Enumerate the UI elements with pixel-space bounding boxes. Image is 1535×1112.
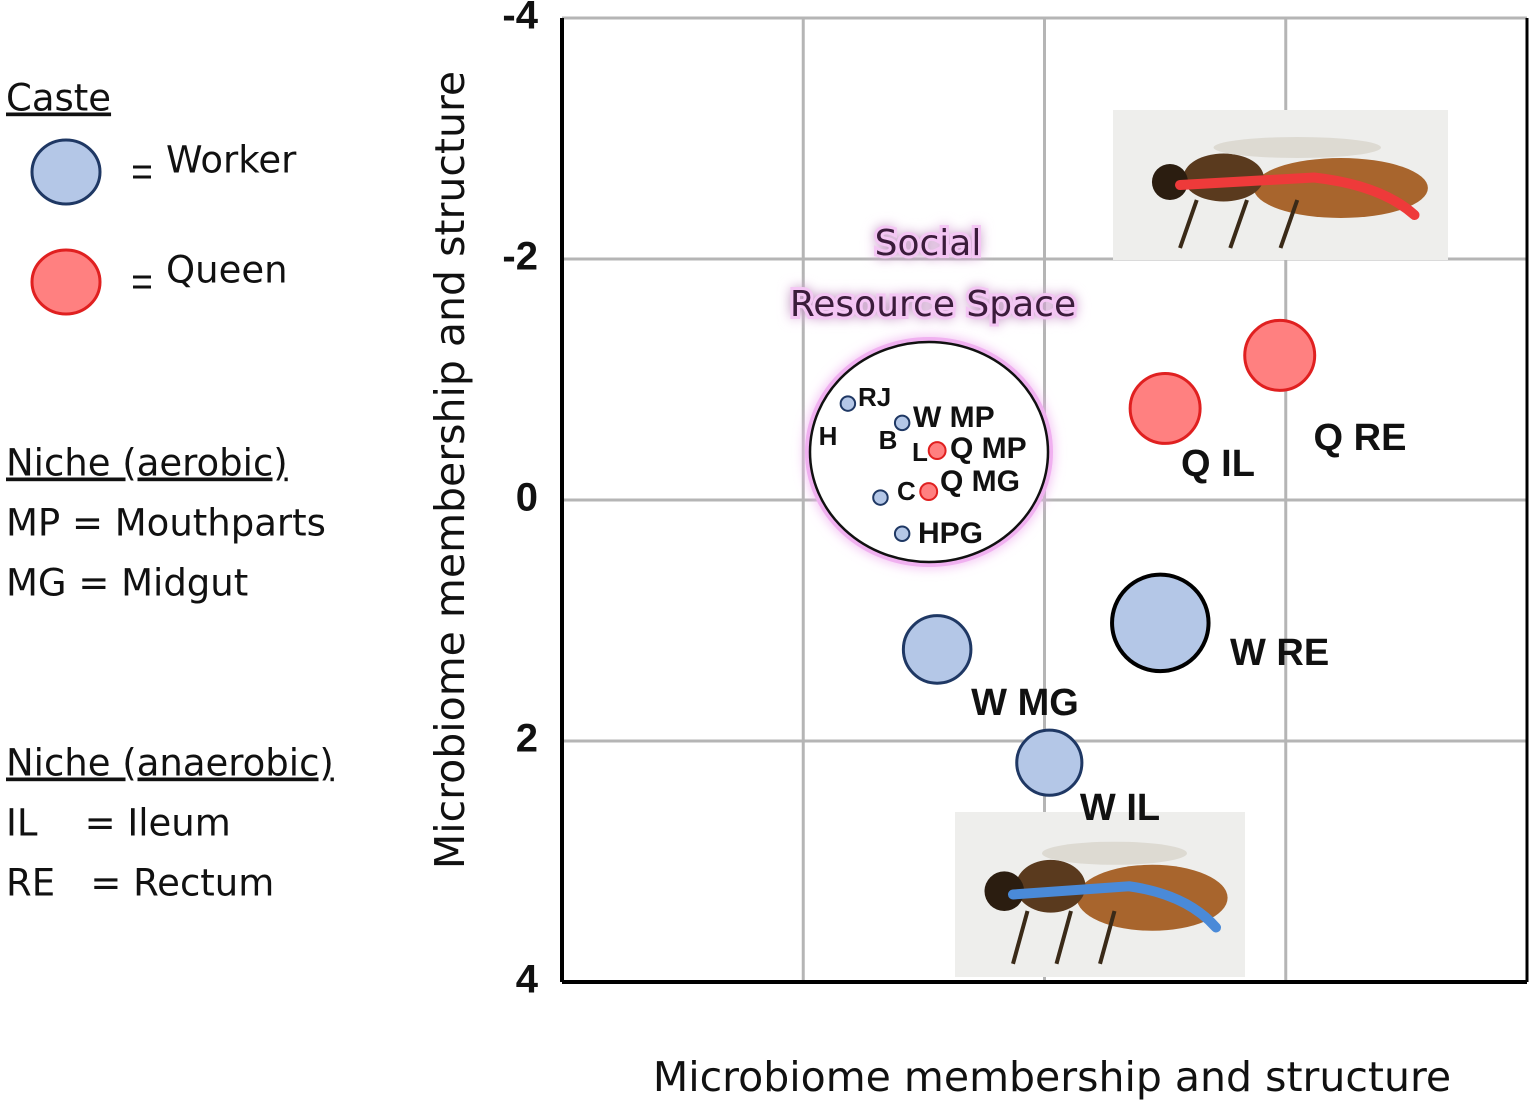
- note-line: RE = Rectum: [6, 862, 274, 905]
- annotation: H: [819, 421, 838, 451]
- bee-head: [984, 871, 1025, 911]
- y-tick-label: 4: [516, 958, 539, 1002]
- point-label: W MP: [913, 401, 995, 434]
- y-tick-label: -4: [502, 0, 538, 38]
- point-label: W MG: [971, 682, 1079, 724]
- point-label: RJ: [858, 382, 891, 412]
- bee-wing: [1042, 841, 1187, 865]
- point: [1243, 318, 1317, 392]
- point: [1015, 728, 1084, 797]
- annotation: B: [879, 425, 898, 455]
- bee-gut: [1175, 172, 1420, 220]
- point: [893, 414, 911, 432]
- point-label: Q IL: [1181, 443, 1255, 485]
- bee-thorax: [1183, 153, 1264, 202]
- point-label: HPG: [918, 517, 983, 550]
- point: [1128, 371, 1202, 445]
- legend-label: Worker: [166, 139, 297, 182]
- point: [872, 489, 889, 506]
- y-tick-label: 0: [516, 476, 538, 520]
- point-label: C: [897, 476, 916, 506]
- note-title: Niche (anaerobic): [6, 742, 334, 785]
- legend-label: Queen: [166, 249, 288, 292]
- y-tick-label: 2: [516, 717, 538, 761]
- bee-thorax: [1015, 859, 1086, 913]
- point-label: W RE: [1230, 632, 1329, 674]
- note-line: MP = Mouthparts: [6, 502, 326, 545]
- bee-leg: [1098, 910, 1117, 965]
- region-label: Social: [875, 223, 982, 264]
- y-axis-label: Microbiome membership and structure: [426, 71, 474, 869]
- note-line: IL = Ileum: [6, 802, 231, 845]
- point-label: Q MG: [940, 465, 1020, 498]
- bee-leg: [1054, 910, 1073, 965]
- legend-marker: [30, 248, 102, 316]
- legend-title: Caste: [6, 77, 111, 120]
- y-tick-label: -2: [502, 235, 538, 279]
- point: [839, 395, 857, 412]
- bee-leg: [1278, 199, 1300, 249]
- bee-leg: [1228, 199, 1249, 249]
- bee-wing: [1213, 137, 1381, 158]
- point: [1110, 572, 1211, 674]
- annotation: L: [912, 437, 928, 467]
- point: [901, 614, 973, 685]
- point-label: W IL: [1080, 787, 1160, 829]
- note-line: MG = Midgut: [6, 562, 248, 605]
- bee-leg: [1178, 199, 1199, 249]
- bee-head: [1151, 164, 1188, 200]
- bee-gut: [1008, 881, 1221, 933]
- point: [893, 525, 911, 542]
- note-title: Niche (aerobic): [6, 442, 288, 485]
- point-label: Q MP: [950, 432, 1027, 465]
- region-label: Resource Space: [790, 284, 1076, 325]
- legend-marker: [30, 138, 102, 206]
- x-axis-label: Microbiome membership and structure: [653, 1053, 1451, 1101]
- point-label: Q RE: [1314, 417, 1407, 459]
- point: [919, 482, 939, 502]
- bee-leg: [1011, 910, 1030, 965]
- point: [927, 441, 947, 461]
